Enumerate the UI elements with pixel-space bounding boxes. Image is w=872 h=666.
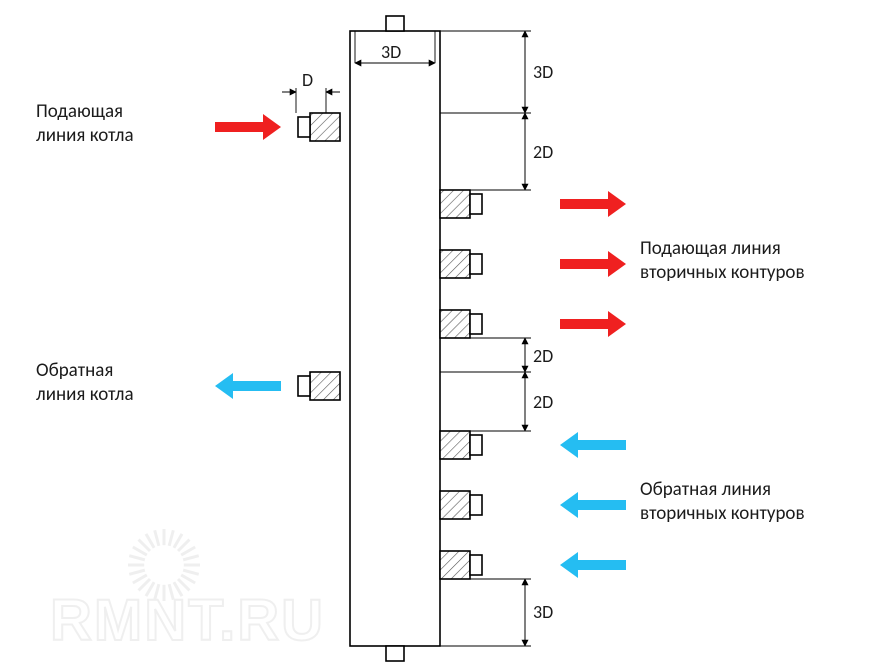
right-supply-port-1-neck [470,194,482,214]
right-supply-port-3-neck [470,314,482,334]
flow-arrow-sec-return-3 [560,552,626,578]
dim-label: 2D [533,345,553,367]
dim-label-D: D [302,69,313,91]
svg-text:Обратная линия: Обратная линия [640,478,771,501]
flow-arrow-sec-return-1 [560,432,626,458]
flow-arrow-sec-supply-3 [560,311,626,337]
separator-body [350,31,440,646]
flow-arrow-sec-return-2 [560,492,626,518]
top-stub [386,16,404,31]
svg-text:Обратная: Обратная [36,359,113,382]
label-boiler-return: Обратнаялиния котла [36,359,134,406]
dim-label: 3D [533,61,553,83]
label-secondary-return: Обратная линиявторичных контуров [640,478,805,525]
dim-label: 2D [533,391,553,413]
svg-text:линия котла: линия котла [36,124,134,147]
label-boiler-supply: Подающаялиния котла [36,100,134,147]
right-return-port-1 [440,431,470,459]
dim-label: 3D [533,601,553,623]
right-return-port-1-neck [470,435,482,455]
flow-arrow-sec-supply-2 [560,251,626,277]
left-return-port-neck [298,376,310,396]
svg-text:Подающая линия: Подающая линия [640,237,781,260]
svg-text:Подающая: Подающая [36,100,123,123]
left-return-port [310,372,340,400]
right-supply-port-2 [440,250,470,278]
right-return-port-2-neck [470,495,482,515]
svg-text:RMNT.RU: RMNT.RU [50,588,325,653]
flow-arrow-sec-supply-1 [560,191,626,217]
left-supply-port-neck [298,117,310,137]
flow-arrow-boiler-supply [215,114,281,140]
right-supply-port-2-neck [470,254,482,274]
right-return-port-2 [440,491,470,519]
left-supply-port [310,113,340,141]
right-supply-port-3 [440,310,470,338]
right-return-port-3 [440,551,470,579]
svg-text:вторичных контуров: вторичных контуров [640,261,805,284]
svg-text:вторичных контуров: вторичных контуров [640,502,805,525]
flow-arrow-boiler-return [215,373,281,399]
label-secondary-supply: Подающая линиявторичных контуров [640,237,805,284]
right-return-port-3-neck [470,555,482,575]
bottom-stub [386,646,404,661]
dim-label: 3D [381,41,401,63]
dim-label: 2D [533,141,553,163]
right-supply-port-1 [440,190,470,218]
watermark: RMNT.RU [50,529,325,653]
svg-text:линия котла: линия котла [36,383,134,406]
